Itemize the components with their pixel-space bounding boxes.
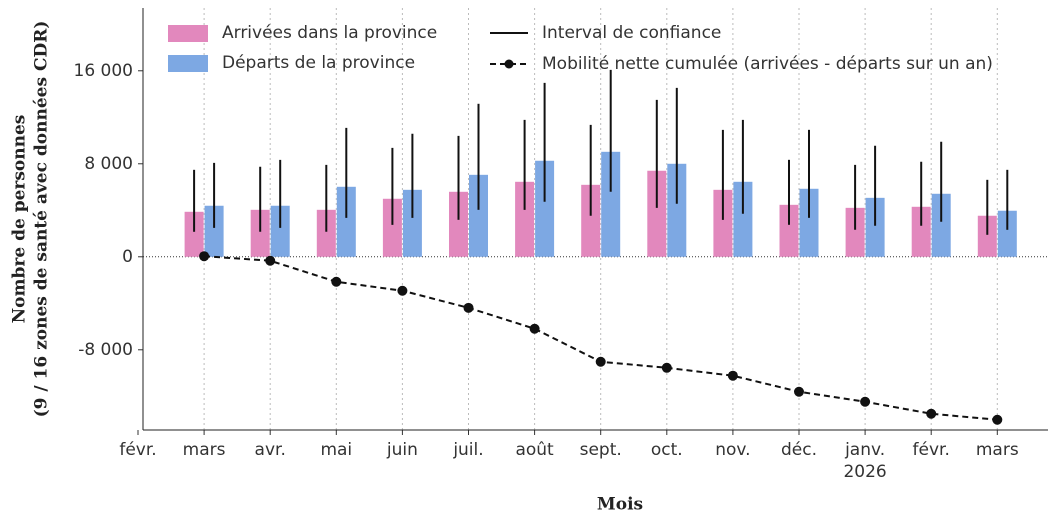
x-tick-label: mai (320, 440, 352, 460)
bar (779, 204, 799, 257)
bar (845, 207, 865, 257)
bar (270, 205, 290, 257)
bar (382, 198, 402, 257)
bar (977, 215, 997, 257)
point (595, 356, 606, 367)
point (397, 285, 408, 296)
x-tick-label: févr. (119, 440, 156, 460)
bar (713, 189, 733, 257)
bar (581, 184, 601, 257)
x-tick-label: août (515, 440, 554, 460)
bar (865, 197, 885, 257)
point (661, 362, 672, 373)
point (331, 276, 342, 287)
legend-swatch (168, 25, 208, 42)
legend-swatch-point (504, 59, 514, 69)
y-axis-label-line: Nombre de personnes (10, 115, 30, 324)
point (794, 386, 804, 397)
bar (316, 209, 336, 257)
bar (250, 209, 270, 257)
x-tick-label: juil. (452, 440, 483, 460)
point (463, 302, 474, 313)
x-tick-label-line: janv. (844, 440, 885, 460)
bar (515, 181, 535, 257)
point (926, 408, 937, 419)
line (204, 255, 998, 421)
bar (667, 163, 687, 257)
x-tick-label: sept. (580, 440, 622, 460)
legend-label: Mobilité nette cumulée (arrivées - dépar… (542, 54, 993, 74)
bar (204, 205, 224, 257)
x-tick-label: oct. (651, 440, 683, 460)
legend-label: Interval de confiance (542, 23, 721, 43)
y-axis-label-line: (9 / 16 zones de santé avec données CDR) (32, 21, 52, 418)
y-tick-label: 16 000 (74, 61, 133, 81)
y-tick-label: 8 000 (84, 154, 133, 174)
x-tick-label: févr. (913, 440, 950, 460)
point (727, 370, 738, 381)
x-tick-label: mars (976, 440, 1019, 460)
x-tick-label: avr. (255, 440, 286, 460)
bar (733, 181, 753, 257)
legend-label: Arrivées dans la province (222, 23, 437, 43)
point (199, 251, 210, 262)
point (992, 414, 1003, 425)
x-tick-label: nov. (715, 440, 750, 460)
bar (449, 191, 468, 257)
bar (601, 151, 621, 257)
x-tick-label: juin (386, 440, 418, 460)
x-tick-label: janv. 2026 (843, 440, 886, 482)
bar (647, 170, 667, 257)
bar (336, 186, 356, 257)
bar (535, 160, 555, 257)
y-axis-label: Nombre de personnes (9 / 16 zones de san… (10, 21, 52, 418)
point (529, 323, 540, 334)
legend-swatch (168, 55, 208, 72)
bar (469, 174, 488, 257)
point (265, 255, 276, 266)
x-axis-label: Mois (597, 495, 643, 515)
bar (997, 210, 1017, 257)
bar (184, 211, 204, 257)
x-tick-label: mars (183, 440, 226, 460)
y-tick-label: 0 (122, 247, 133, 267)
bar (402, 189, 422, 257)
y-tick-label: -8 000 (78, 340, 133, 360)
bar (799, 188, 819, 257)
x-tick-label: déc. (781, 440, 817, 460)
point (860, 396, 871, 407)
x-tick-label-line: 2026 (843, 462, 886, 482)
bar (931, 193, 951, 257)
bar (911, 206, 931, 257)
legend-label: Départs de la province (222, 53, 415, 73)
